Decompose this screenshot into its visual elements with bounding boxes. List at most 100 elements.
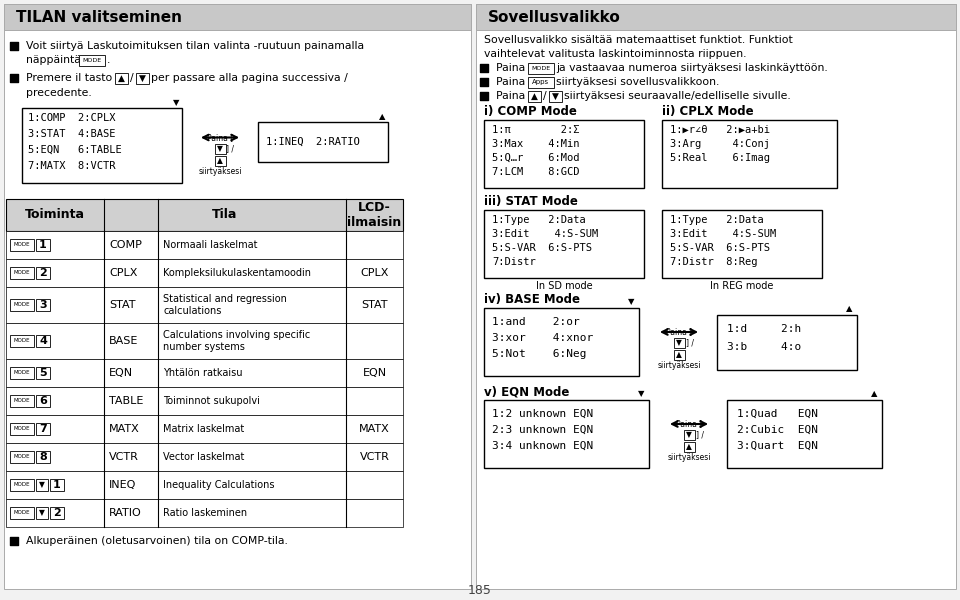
Text: EQN: EQN [363, 368, 387, 378]
Bar [476, 4, 956, 30]
Text: 5:Not    6:Neg: 5:Not 6:Neg [492, 349, 587, 359]
Bar [484, 210, 644, 278]
Bar [36, 299, 50, 311]
Text: ▲: ▲ [871, 389, 877, 398]
Text: ja vastaavaa numeroa siirtyäksesi laskinkäyttöön.: ja vastaavaa numeroa siirtyäksesi laskin… [556, 63, 828, 73]
Text: Paina: Paina [496, 91, 529, 101]
Bar [10, 479, 34, 491]
Text: ▼: ▼ [676, 338, 682, 347]
Text: 1:Type   2:Data: 1:Type 2:Data [670, 215, 764, 225]
Text: i) COMP Mode: i) COMP Mode [484, 106, 577, 118]
Bar [662, 120, 837, 188]
Bar [36, 451, 50, 463]
Text: LCD-
ilmaisin: LCD- ilmaisin [348, 201, 401, 229]
Text: ▼: ▼ [217, 144, 223, 153]
Text: INEQ: INEQ [109, 480, 136, 490]
Bar [10, 367, 34, 379]
Bar [6, 359, 403, 387]
Text: näppäintä: näppäintä [26, 55, 84, 65]
Text: STAT: STAT [109, 300, 135, 310]
Bar [6, 231, 403, 259]
Text: siirtyäksesi: siirtyäksesi [667, 454, 710, 463]
Bar [484, 308, 639, 376]
Text: 3:b     4:o: 3:b 4:o [727, 342, 802, 352]
Text: 4: 4 [39, 336, 47, 346]
Bar [4, 4, 471, 30]
Text: 5:Real    6:Imag: 5:Real 6:Imag [670, 153, 770, 163]
Text: BASE: BASE [109, 336, 138, 346]
Text: MODE: MODE [13, 242, 31, 247]
Text: 1: 1 [39, 240, 47, 250]
Text: 5: 5 [39, 368, 47, 378]
Bar [36, 423, 50, 435]
Text: MODE: MODE [13, 370, 31, 376]
Text: MATX: MATX [359, 424, 390, 434]
Point [476, 63, 492, 73]
Bar [549, 91, 562, 101]
Bar [36, 267, 50, 279]
Text: siirtyäksesi sovellusvalikkoon.: siirtyäksesi sovellusvalikkoon. [556, 77, 719, 87]
Text: In SD mode: In SD mode [536, 281, 592, 291]
Text: Yhtälön ratkaisu: Yhtälön ratkaisu [163, 368, 243, 378]
Text: Paina [: Paina [ [666, 328, 692, 337]
Bar [6, 415, 403, 443]
Text: Vector laskelmat: Vector laskelmat [163, 452, 245, 462]
Text: ▲: ▲ [118, 73, 125, 82]
Text: 2:3 unknown EQN: 2:3 unknown EQN [492, 425, 593, 435]
Bar [6, 199, 403, 231]
Text: 1: 1 [53, 480, 60, 490]
Text: 3:Quart  EQN: 3:Quart EQN [737, 441, 818, 451]
Bar [727, 400, 882, 468]
Text: 1:INEQ  2:RATIO: 1:INEQ 2:RATIO [266, 137, 360, 147]
Text: Sovellusvalikko sisältää matemaattiset funktiot. Funktiot: Sovellusvalikko sisältää matemaattiset f… [484, 35, 793, 45]
Text: 3:Max    4:Min: 3:Max 4:Min [492, 139, 580, 149]
Bar [674, 338, 684, 348]
Bar [674, 350, 684, 360]
Point [7, 536, 22, 546]
Text: Toiminnot sukupolvi: Toiminnot sukupolvi [163, 396, 260, 406]
Bar [662, 210, 822, 278]
Text: 5:Q…r    6:Mod: 5:Q…r 6:Mod [492, 153, 580, 163]
Text: 8: 8 [39, 452, 47, 462]
Text: 1:π        2:Σ: 1:π 2:Σ [492, 125, 580, 135]
Text: 3:Edit    4:S-SUM: 3:Edit 4:S-SUM [670, 229, 777, 239]
Text: iii) STAT Mode: iii) STAT Mode [484, 196, 578, 208]
Bar [528, 76, 554, 88]
Text: Ratio laskeminen: Ratio laskeminen [163, 508, 247, 518]
Text: MODE: MODE [13, 482, 31, 487]
Text: ▲: ▲ [676, 350, 682, 359]
Text: ▼: ▼ [173, 98, 180, 107]
Text: siirtyäksesi seuraavalle/edelliselle sivulle.: siirtyäksesi seuraavalle/edelliselle siv… [564, 91, 791, 101]
Text: Inequality Calculations: Inequality Calculations [163, 480, 275, 490]
Bar [684, 442, 694, 452]
Text: ▲: ▲ [846, 304, 852, 313]
Bar [684, 430, 694, 440]
Text: MODE: MODE [13, 338, 31, 343]
Bar [50, 507, 64, 519]
Text: .: . [107, 55, 110, 65]
Text: MODE: MODE [13, 398, 31, 403]
Text: 3:STAT  4:BASE: 3:STAT 4:BASE [28, 129, 115, 139]
Bar [36, 367, 50, 379]
Text: MODE: MODE [13, 455, 31, 460]
Bar [484, 120, 644, 188]
Bar [136, 73, 149, 83]
Text: Kompleksilukulaskentamoodin: Kompleksilukulaskentamoodin [163, 268, 311, 278]
Text: ] /: ] / [227, 144, 234, 153]
Bar [22, 108, 182, 183]
Bar [717, 315, 857, 370]
Text: vaihtelevat valitusta laskintoiminnosta riippuen.: vaihtelevat valitusta laskintoiminnosta … [484, 49, 747, 59]
Bar [6, 387, 403, 415]
Text: 5:S-VAR  6:S-PTS: 5:S-VAR 6:S-PTS [670, 243, 770, 253]
Bar [79, 55, 105, 65]
Point [7, 41, 22, 51]
Bar [10, 451, 34, 463]
Text: 7:MATX  8:VCTR: 7:MATX 8:VCTR [28, 161, 115, 171]
Text: MATX: MATX [109, 424, 140, 434]
Bar [6, 323, 403, 359]
Text: ▼: ▼ [39, 509, 45, 517]
Text: siirtyäksesi: siirtyäksesi [658, 361, 701, 370]
Text: Alkuperäinen (oletusarvoinen) tila on COMP-tila.: Alkuperäinen (oletusarvoinen) tila on CO… [26, 536, 288, 546]
Text: Paina: Paina [496, 77, 529, 87]
Text: 5:EQN   6:TABLE: 5:EQN 6:TABLE [28, 145, 122, 155]
